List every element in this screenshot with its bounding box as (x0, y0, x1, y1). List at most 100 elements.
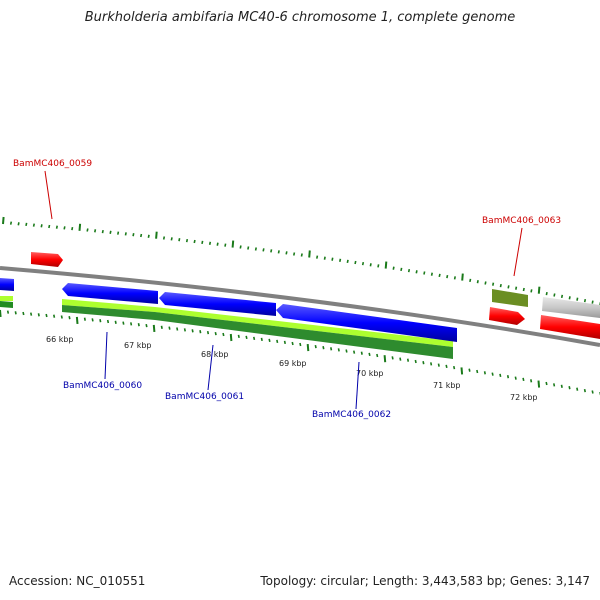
minor-tick (206, 330, 210, 335)
minor-tick (583, 388, 586, 393)
minor-tick (576, 387, 579, 391)
minor-tick (237, 334, 240, 339)
minor-tick (331, 257, 334, 261)
minor-tick (63, 226, 66, 230)
minor-tick (583, 298, 587, 303)
major-tick (460, 367, 464, 375)
map-title: Burkholderia ambifaria MC40-6 chromosome… (84, 10, 516, 25)
major-tick (306, 344, 310, 352)
minor-tick (106, 319, 110, 324)
gene-other-feature (542, 297, 600, 318)
minor-tick (369, 263, 372, 267)
minor-tick (193, 239, 196, 244)
minor-tick (71, 226, 74, 231)
leader-line-0063 (513, 227, 523, 277)
minor-tick (314, 344, 317, 349)
gc-band-dark (155, 312, 453, 359)
minor-tick (430, 362, 433, 366)
genome-stats-text: Topology: circular; Length: 3,443,583 bp… (260, 574, 590, 588)
minor-tick (446, 274, 449, 279)
minor-tick (14, 311, 17, 315)
minor-tick (170, 237, 173, 241)
minor-tick (53, 314, 56, 318)
major-tick (384, 261, 388, 269)
minor-tick (345, 349, 348, 353)
major-tick (461, 273, 464, 281)
minor-tick (160, 325, 163, 329)
minor-tick (423, 271, 426, 275)
minor-tick (48, 224, 51, 229)
minor-tick (176, 327, 179, 331)
minor-tick (300, 253, 303, 257)
scale-label-68kbp: 68 kbp (201, 350, 229, 359)
scale-label-71kbp: 71 kbp (433, 381, 461, 390)
scale-label-69kbp: 69 kbp (279, 359, 307, 368)
minor-tick (368, 352, 371, 357)
minor-tick (499, 373, 502, 378)
minor-tick (337, 348, 340, 352)
outer-tick-ring (2, 216, 600, 305)
minor-tick (40, 224, 43, 228)
minor-tick (178, 238, 181, 242)
gene-label-0063: BamMC406_0063 (482, 216, 561, 226)
minor-tick (316, 255, 319, 259)
minor-tick (30, 312, 33, 316)
minor-tick (32, 223, 35, 227)
minor-tick (346, 259, 349, 264)
minor-tick (437, 363, 440, 367)
minor-tick (293, 252, 296, 256)
minor-tick (45, 313, 48, 318)
minor-tick (268, 338, 271, 343)
minor-tick (185, 238, 189, 243)
gc-band-light (155, 307, 453, 347)
minor-tick (339, 258, 342, 262)
minor-tick (224, 243, 227, 247)
minor-tick (506, 375, 510, 379)
minor-tick (553, 293, 556, 297)
minor-tick (376, 353, 379, 358)
minor-tick (137, 323, 140, 327)
minor-tick (9, 221, 13, 225)
minor-tick (201, 240, 204, 245)
minor-tick (260, 337, 263, 342)
minor-tick (114, 320, 117, 324)
minor-tick (262, 248, 265, 252)
minor-tick (430, 272, 433, 276)
minor-tick (499, 283, 502, 288)
minor-tick (492, 282, 495, 286)
major-tick (152, 324, 156, 332)
gene-label-0059: BamMC406_0059 (13, 159, 92, 169)
minor-tick (17, 222, 20, 226)
minor-tick (414, 359, 417, 364)
gene-label-0061: BamMC406_0061 (165, 392, 244, 402)
minor-tick (560, 384, 563, 388)
scale-label-67kbp: 67 kbp (124, 341, 152, 350)
minor-tick (214, 331, 217, 336)
minor-tick (354, 260, 357, 265)
minor-tick (162, 236, 166, 240)
minor-tick (270, 249, 273, 253)
minor-tick (323, 256, 326, 260)
minor-tick (545, 291, 548, 296)
minor-tick (140, 233, 143, 238)
minor-tick (522, 287, 525, 292)
minor-tick (530, 289, 533, 293)
minor-tick (415, 270, 418, 274)
minor-tick (94, 229, 97, 233)
major-tick (155, 231, 158, 239)
major-tick (75, 316, 79, 324)
minor-tick (86, 228, 89, 232)
minor-tick (299, 342, 302, 347)
minor-tick (353, 350, 356, 354)
minor-tick (22, 311, 25, 316)
gene-0062-arrow (276, 304, 457, 342)
minor-tick (291, 341, 294, 346)
minor-tick (83, 317, 86, 321)
minor-tick (191, 329, 194, 333)
minor-tick (545, 381, 548, 386)
gene-labels: BamMC406_0059 BamMC406_0063 BamMC406_006… (13, 159, 561, 420)
minor-tick (515, 286, 518, 290)
major-tick (78, 223, 82, 231)
leader-line-0060 (104, 331, 108, 380)
